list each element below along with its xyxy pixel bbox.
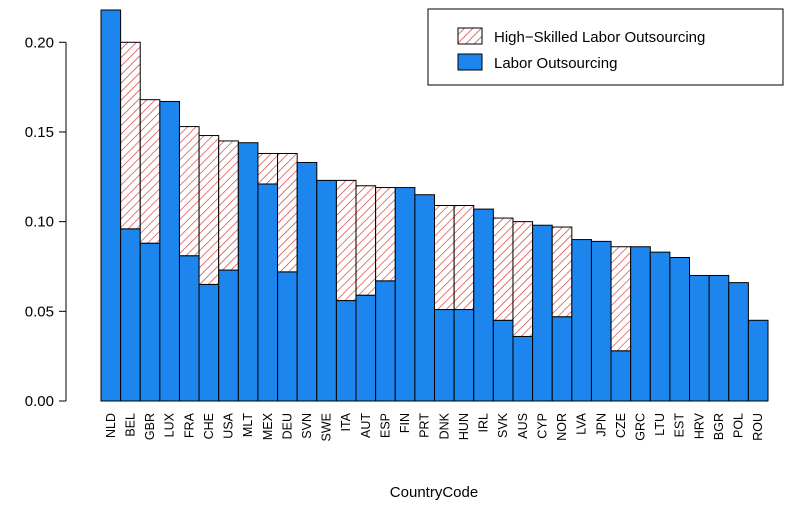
x-tick-label: NOR [555,413,569,441]
legend-box [427,8,784,86]
bar-segment [512,221,534,337]
bar-segment [198,283,220,402]
bar-segment [277,152,298,273]
bar-segment [394,187,416,402]
legend-label: Labor Outsourcing [494,55,617,72]
bar-segment [355,294,377,402]
x-tick-label: DEU [280,413,294,439]
x-tick-label: LUX [163,412,177,437]
legend-swatch [457,27,483,45]
x-tick-label: JPN [594,413,608,437]
bar-segment [257,152,279,185]
x-tick-label: DNK [437,412,451,439]
legend-swatch [457,53,483,71]
bar-segment [492,319,514,402]
y-tick-label: 0.10 [25,214,54,231]
bar-segment [434,309,455,402]
x-tick-label: POL [732,413,746,438]
bar-segment [178,126,200,257]
x-tick-label: BEL [123,413,137,437]
bar-segment [139,242,161,402]
bar-segment [453,205,475,311]
y-tick-label: 0.00 [25,393,54,410]
x-tick-label: LVA [575,412,589,434]
x-tick-label: SVK [496,412,510,438]
x-tick-label: SVN [300,413,314,439]
bar-segment [257,183,279,402]
bar-segment [512,335,534,402]
bar-segment [159,100,180,402]
bar-segment [571,239,592,402]
bar-segment [747,319,769,402]
x-axis-title: CountryCode [390,484,478,501]
bar-segment [139,99,161,244]
x-tick-label: SWE [320,413,334,441]
x-tick-label: ITA [339,412,353,431]
y-tick-label: 0.20 [25,34,54,51]
bar-segment [590,240,612,402]
bar-segment [120,228,141,402]
x-tick-label: MLT [241,413,255,437]
bar-segment [532,224,553,402]
legend-label: High−Skilled Labor Outsourcing [494,29,705,46]
bar-segment [218,140,239,271]
x-tick-label: AUS [516,413,530,439]
bar-segment [277,271,298,402]
x-tick-label: NLD [104,413,118,438]
bar-segment [198,135,220,285]
bar-segment [610,246,632,352]
bar-segment [178,255,200,402]
x-tick-label: PRT [418,413,432,438]
bar-segment [355,185,377,296]
bar-segment [728,282,749,402]
bar-segment [296,161,318,402]
x-tick-label: CYP [535,413,549,439]
x-tick-label: EST [673,413,687,438]
bar-segment [375,280,396,402]
bar-segment [630,246,651,402]
bar-segment [237,142,259,402]
x-tick-label: GRC [633,413,647,441]
x-tick-label: BGR [712,413,726,440]
x-tick-label: CHE [202,413,216,439]
x-tick-label: FIN [398,413,412,433]
bar-segment [708,274,730,402]
x-tick-label: HUN [457,413,471,440]
bar-segment [414,194,436,402]
y-tick-label: 0.15 [25,124,54,141]
bar-segment [649,251,671,402]
x-tick-label: CZE [614,413,628,438]
x-tick-label: GBR [143,413,157,440]
bar-segment [434,205,455,311]
bar-segment [492,217,514,321]
bar-segment [473,208,494,402]
bar-segment [120,41,141,230]
bar-segment [610,350,632,402]
x-tick-label: IRL [477,413,491,433]
x-tick-label: MEX [261,412,275,440]
bar-segment [689,274,710,402]
bar-segment [669,257,691,402]
x-tick-label: USA [222,412,236,438]
bar-segment [100,9,122,402]
bar-segment [375,187,396,282]
x-tick-label: HRV [692,412,706,439]
bar-segment [218,269,239,402]
y-tick-label: 0.05 [25,303,54,320]
bar-segment [316,179,337,402]
bar-segment [453,309,475,402]
bar-segment [551,226,573,318]
x-tick-label: FRA [182,412,196,438]
bar-segment [335,300,357,402]
x-tick-label: LTU [653,413,667,436]
x-tick-label: ROU [751,413,765,441]
x-tick-label: ESP [378,413,392,438]
bar-segment [551,316,573,402]
x-tick-label: AUT [359,413,373,438]
bar-segment [335,179,357,302]
